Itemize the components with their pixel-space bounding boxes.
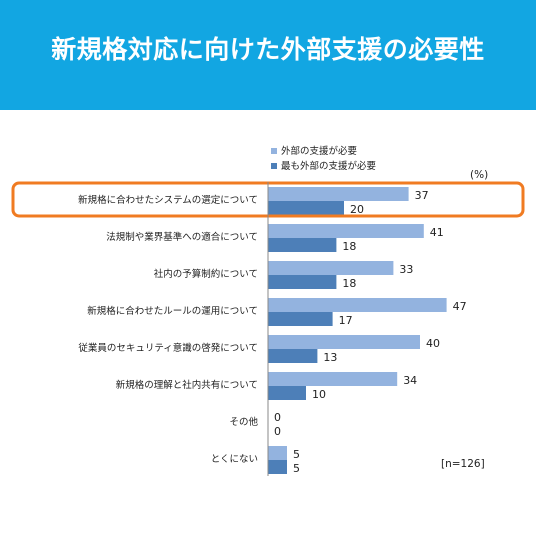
data-label: 0	[274, 411, 281, 424]
data-label: 10	[312, 388, 326, 401]
data-label: 37	[415, 189, 429, 202]
data-label: 34	[403, 374, 417, 387]
bar-needed	[268, 224, 424, 238]
data-label: 18	[342, 277, 356, 290]
category-label: とくにない	[211, 454, 258, 465]
category-label: その他	[229, 416, 258, 428]
category-label: 従業員のセキュリティ意識の啓発について	[78, 342, 258, 354]
data-label: 33	[399, 263, 413, 276]
legend-label-2: 最も外部の支援が必要	[281, 160, 376, 172]
legend-label-1: 外部の支援が必要	[281, 145, 357, 157]
data-label: 18	[342, 240, 356, 253]
data-label: 13	[323, 351, 337, 364]
data-label: 20	[350, 203, 364, 216]
legend-swatch-1	[271, 148, 277, 154]
category-label: 新規格の理解と社内共有について	[116, 379, 258, 391]
bar-needed	[268, 446, 287, 460]
bar-most-needed	[268, 460, 287, 474]
category-label: 新規格に合わせたシステムの選定について	[78, 194, 258, 206]
data-label: 47	[453, 300, 467, 313]
data-label: 0	[274, 425, 281, 438]
data-label: 5	[293, 462, 300, 475]
bar-needed	[268, 298, 447, 312]
bar-needed	[268, 187, 409, 201]
category-label: 新規格に合わせたルールの運用について	[87, 305, 258, 317]
page-title: 新規格対応に向けた外部支援の必要性	[51, 35, 485, 64]
legend-swatch-2	[271, 163, 277, 169]
data-label: 17	[339, 314, 353, 327]
bar-most-needed	[268, 386, 306, 400]
unit-label: (%)	[470, 169, 488, 181]
data-label: 41	[430, 226, 444, 239]
bar-needed	[268, 335, 420, 349]
bar-needed	[268, 372, 398, 386]
bar-most-needed	[268, 349, 318, 363]
bar-needed	[268, 261, 394, 275]
title-banner: 新規格対応に向けた外部支援の必要性	[0, 0, 536, 110]
bar-most-needed	[268, 312, 333, 326]
bar-most-needed	[268, 201, 344, 215]
category-label: 法規制や業界基準への適合について	[106, 231, 258, 243]
data-label: 5	[293, 448, 300, 461]
bar-most-needed	[268, 275, 337, 289]
sample-size-note: [n=126]	[441, 458, 485, 470]
bar-most-needed	[268, 238, 337, 252]
data-label: 40	[426, 337, 440, 350]
category-label: 社内の予算制約について	[154, 268, 258, 280]
